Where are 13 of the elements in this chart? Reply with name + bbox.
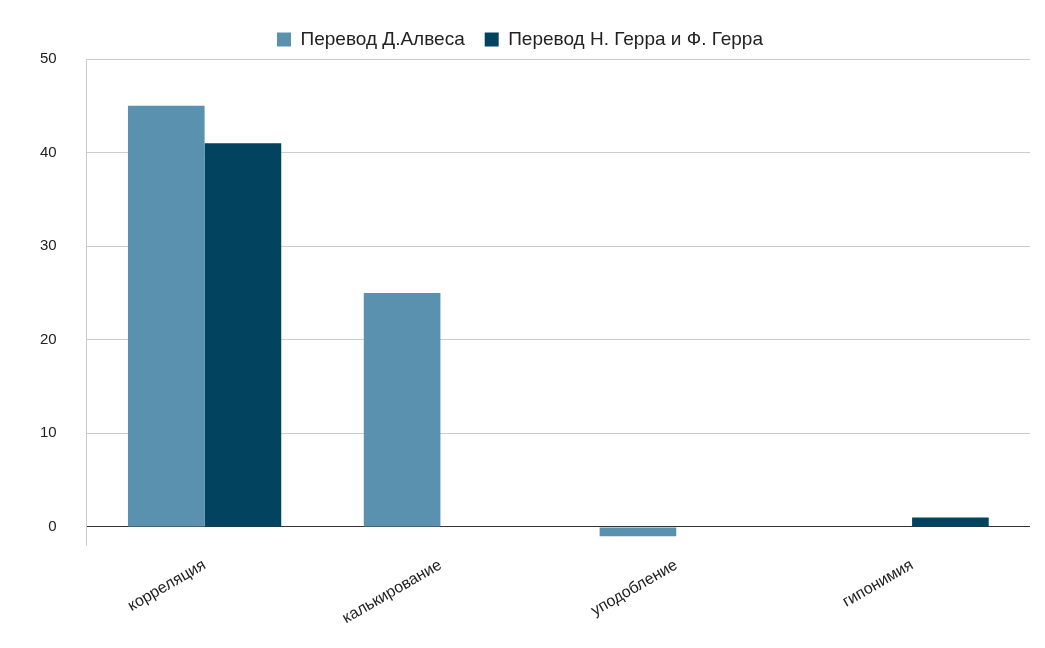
y-tick-label: 20 xyxy=(40,329,57,347)
y-tick-label: 10 xyxy=(40,423,57,441)
legend-label: Перевод Н. Герра и Ф. Герра xyxy=(508,27,764,49)
y-tick-label: 30 xyxy=(40,236,57,254)
y-tick-label: 50 xyxy=(40,49,57,67)
y-tick-label: 0 xyxy=(48,517,57,535)
bar xyxy=(204,143,282,527)
bar xyxy=(599,527,677,537)
bar xyxy=(912,517,989,527)
legend-label: Перевод Д.Алвеса xyxy=(300,27,466,49)
bar xyxy=(127,105,205,527)
y-tick-label: 40 xyxy=(40,142,57,160)
bar xyxy=(363,292,441,527)
